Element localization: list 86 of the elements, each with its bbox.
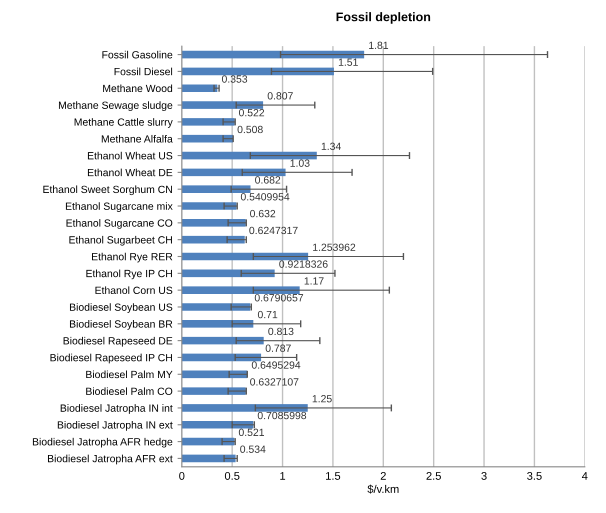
chart-title: Fossil depletion <box>336 12 430 24</box>
data-label: 0.6327107 <box>250 378 298 386</box>
y-tick-label: Biodiesel Rapeseed DE <box>64 336 172 347</box>
y-tick-label: Biodiesel Soybean US <box>70 303 172 313</box>
data-label: 0.508 <box>238 126 263 134</box>
bar <box>182 270 275 278</box>
y-tick-label: Ethanol Wheat US <box>88 152 172 160</box>
bar <box>182 185 251 193</box>
y-tick-label: Biodiesel Palm MY <box>86 370 173 378</box>
y-tick-label: Biodiesel Jatropha IN int <box>60 404 173 414</box>
data-label: 0.787 <box>266 344 291 352</box>
y-tick-label: Biodiesel Jatropha AFR ext <box>48 454 173 464</box>
bar <box>182 438 234 446</box>
x-tick-label: 3.5 <box>527 472 542 480</box>
bar <box>182 118 234 126</box>
y-tick-label: Ethanol Rye IP CH <box>86 270 172 280</box>
y-tick-label: Biodiesel Palm CO <box>86 387 172 395</box>
data-label: 1.51 <box>338 58 358 66</box>
x-axis-title: $/v.km <box>367 484 399 494</box>
data-label: 0.7085998 <box>258 412 306 420</box>
data-label: 0.6495294 <box>252 361 300 369</box>
data-label: 1.253962 <box>313 244 356 251</box>
data-label: 0.534 <box>240 446 266 453</box>
y-tick-label: Methane Cattle slurry <box>74 118 173 128</box>
y-tick-label: Methane Wood <box>103 84 172 92</box>
x-tick-label: 3 <box>481 472 487 480</box>
bar <box>182 354 262 362</box>
bar <box>182 336 264 344</box>
bar <box>182 50 364 58</box>
x-tick-label: 4 <box>582 472 588 480</box>
data-label: 0.632 <box>250 210 276 218</box>
data-label: 0.9218326 <box>279 260 328 268</box>
y-tick-label: Biodiesel Jatropha AFR hedge <box>32 438 172 448</box>
bar <box>182 252 308 260</box>
y-tick-label: Ethanol Sugarcane CO <box>66 219 172 229</box>
bar <box>182 84 218 92</box>
bar <box>182 320 254 328</box>
y-tick-label: Methane Sewage sludge <box>58 101 172 111</box>
x-tick-label: 0 <box>179 472 184 480</box>
bar <box>182 68 334 76</box>
bar <box>182 387 246 395</box>
bar <box>182 219 246 227</box>
y-tick-label: Ethanol Sweet Sorghum CN <box>43 185 172 196</box>
data-label: 0.353 <box>222 75 248 83</box>
y-tick-label: Biodiesel Rapeseed IP CH <box>50 354 172 364</box>
bar <box>182 420 254 429</box>
data-label: 1.81 <box>369 42 388 50</box>
x-tick-label: 0.5 <box>224 472 240 480</box>
data-label: 1.25 <box>312 395 332 402</box>
data-label: 0.5409954 <box>240 193 290 200</box>
data-label: 1.17 <box>304 277 324 285</box>
bar <box>182 152 317 160</box>
bar <box>182 370 248 378</box>
y-tick-label: Ethanol Wheat DE <box>88 168 172 176</box>
bar <box>182 454 236 462</box>
bar <box>182 236 245 244</box>
y-tick-label: Ethanol Sugarcane mix <box>66 202 173 212</box>
y-tick-label: Biodiesel Jatropha IN ext <box>58 420 173 431</box>
data-label: 0.6247317 <box>249 226 298 234</box>
x-tick-label: 2 <box>380 472 386 480</box>
bar <box>182 286 300 294</box>
data-label: 1.34 <box>322 142 341 150</box>
data-label: 0.521 <box>238 428 264 436</box>
y-tick-label: Biodiesel Soybean BR <box>70 320 172 330</box>
bar <box>182 101 264 109</box>
data-label: 0.522 <box>238 108 264 116</box>
bar <box>182 404 308 412</box>
data-label: 0.813 <box>268 328 294 336</box>
y-tick-label: Fossil Diesel <box>114 68 172 76</box>
data-label: 0.6790657 <box>254 294 304 302</box>
x-tick-label: 1 <box>280 472 286 480</box>
bar <box>182 202 236 210</box>
y-tick-label: Ethanol Corn US <box>95 286 172 294</box>
data-label: 1.03 <box>290 159 310 167</box>
y-tick-label: Methane Alfalfa <box>102 134 173 143</box>
data-label: 0.807 <box>268 92 293 100</box>
y-tick-label: Ethanol Rye RER <box>92 252 172 262</box>
bar <box>182 134 233 142</box>
bar <box>182 303 250 311</box>
y-tick-label: Ethanol Sugarbeet CH <box>69 236 172 246</box>
x-tick-label: 1.5 <box>326 472 340 480</box>
x-tick-label: 2.5 <box>426 472 441 480</box>
y-tick-label: Fossil Gasoline <box>102 50 172 58</box>
data-label: 0.71 <box>258 310 278 318</box>
bar <box>182 168 286 176</box>
data-label: 0.682 <box>255 176 280 184</box>
